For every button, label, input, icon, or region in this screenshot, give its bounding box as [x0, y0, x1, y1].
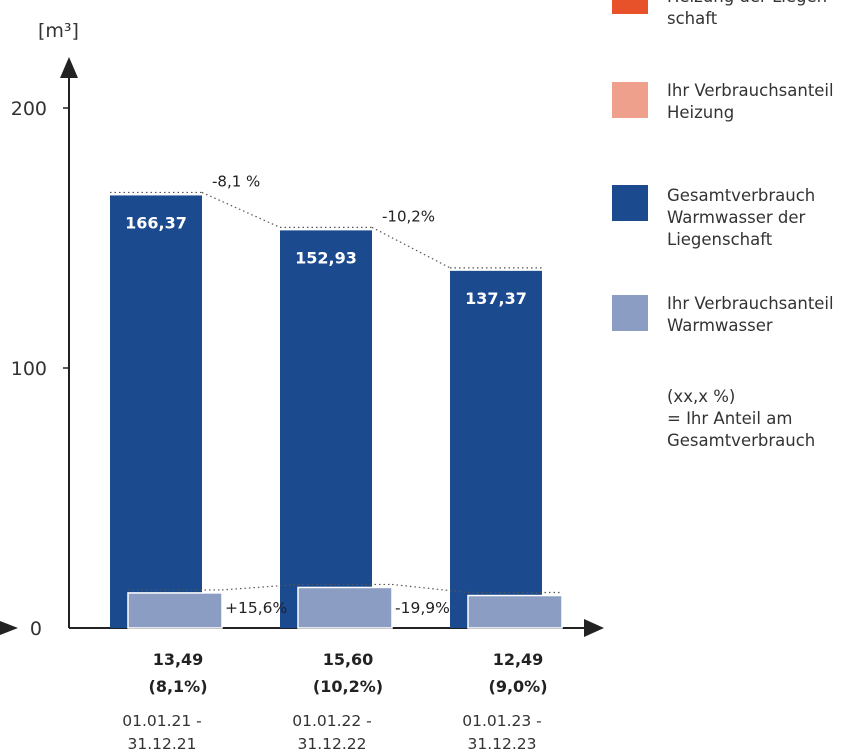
share-note: (xx,x %) = Ihr Anteil am Gesamtverbrauch: [667, 387, 816, 450]
y-unit-label: [m³]: [38, 20, 79, 42]
total-change-connector: [371, 226, 451, 269]
total-change-connector: [201, 191, 281, 228]
share-change-label: +15,6%: [225, 599, 287, 617]
bar-share-3: [467, 594, 563, 629]
legend-label-hotwater-total: Gesamtverbrauch Warmwasser der Liegensch…: [667, 186, 816, 249]
bar-share-2: [297, 586, 393, 629]
share-percent-label: (9,0%): [489, 677, 548, 696]
y-tick-label: 100: [11, 358, 47, 380]
bar-total-2: [280, 230, 372, 628]
share-percent-label: (10,2%): [313, 677, 383, 696]
legend-swatch-hotwater-share: [612, 295, 648, 331]
period-label-line2: 31.12.21: [127, 735, 196, 752]
period-label-line1: 01.01.23 -: [462, 712, 542, 730]
period-label-line2: 31.12.23: [467, 735, 536, 752]
legend-label-heating-share: Ihr Verbrauchsanteil Heizung: [667, 81, 834, 122]
total-change-label: -8,1 %: [212, 172, 260, 190]
share-change-connector: [221, 583, 299, 591]
share-change-label-bg: [392, 594, 450, 622]
y-tick-label: 200: [11, 98, 47, 120]
total-change-label-bg: [208, 172, 264, 191]
share-percent-label: (8,1%): [149, 677, 208, 696]
share-value-label: 13,49: [153, 650, 204, 669]
x-axis-arrow-icon: [584, 619, 604, 637]
y-tick-label: 0: [30, 618, 42, 640]
period-label-line2: 31.12.22: [297, 735, 366, 752]
bar-total-value-label: 152,93: [295, 248, 357, 267]
share-change-connector: [391, 583, 469, 594]
share-change-label-bg: [222, 594, 280, 622]
share-value-label: 12,49: [493, 650, 544, 669]
legend-swatch-hotwater-total: [612, 185, 648, 221]
legend-swatch-heating-property: [612, 0, 648, 14]
bar-total-1: [110, 195, 202, 629]
bar-total-value-label: 137,37: [465, 289, 527, 308]
bar-share-1: [127, 592, 223, 629]
legend-label-hotwater-share: Ihr Verbrauchsanteil Warmwasser: [667, 294, 834, 335]
period-label-line1: 01.01.22 -: [292, 712, 372, 730]
total-change-label-bg: [378, 207, 434, 226]
origin-arrow-icon: [0, 621, 18, 635]
y-axis-arrow-icon: [60, 57, 78, 78]
legend-label-heating-property: Heizung der Liegen- schaft: [667, 0, 833, 28]
period-label-line1: 01.01.21 -: [122, 712, 202, 730]
bar-total-value-label: 166,37: [125, 213, 187, 232]
total-change-label: -10,2%: [382, 207, 435, 225]
share-value-label: 15,60: [323, 650, 374, 669]
bar-total-3: [450, 270, 542, 628]
share-change-label: -19,9%: [395, 599, 450, 617]
legend-swatch-heating-share: [612, 82, 648, 118]
